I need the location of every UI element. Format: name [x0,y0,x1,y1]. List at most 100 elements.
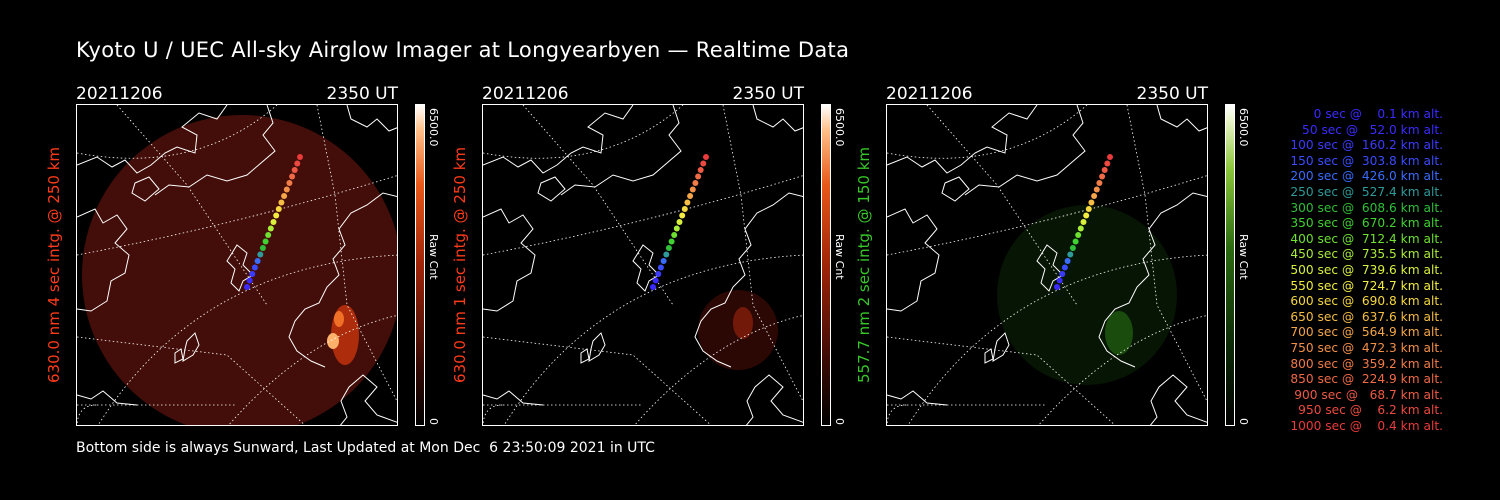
trajectory-point [1072,238,1079,245]
trajectory-point [703,154,709,160]
panel-date: 20211206 [886,84,973,104]
airglow-panel-2: 20211206 2350 UT 630.0 nm 1 sec intg. @ … [451,84,846,426]
grid-line [634,315,803,425]
grid-line [887,175,1207,256]
coastline [483,390,544,406]
trajectory-point [251,264,258,271]
trajectory-point [267,225,274,232]
trajectory-point [1107,154,1113,160]
grid-line [77,404,98,425]
coastline [77,390,138,406]
legend-entry: 300 sec @ 608.6 km alt. [1286,200,1443,215]
coastline [154,105,276,196]
trajectory-point [294,160,301,167]
trajectory-point [668,238,675,245]
coastline [992,332,1010,362]
trajectory-point [1054,284,1060,290]
image-frame [76,104,398,426]
trajectory-point [1075,232,1082,238]
trajectory-point [673,225,680,232]
trajectory-point [1093,186,1100,193]
coastline [131,176,160,202]
trajectory-point [246,277,253,284]
trajectory-point [291,167,298,173]
coastline [1156,105,1207,132]
grid-line [907,254,1207,425]
trajectory-point [273,212,280,219]
coastline [588,332,606,362]
legend-entry: 150 sec @ 303.8 km alt. [1286,153,1443,168]
trajectory-point [1096,180,1103,186]
trajectory-point [697,167,704,173]
coastline [77,208,130,312]
grid-line [77,175,397,256]
last-updated-note: Bottom side is always Sunward, Last Upda… [76,440,655,456]
coastline [1098,192,1207,368]
legend-entry: 750 sec @ 472.3 km alt. [1286,340,1443,355]
legend-entry: 200 sec @ 426.0 km alt. [1286,169,1443,184]
image-frame [886,104,1208,426]
coastline [887,390,948,406]
coastline [537,176,566,202]
trajectory-point [1083,212,1090,219]
coastline [580,348,590,364]
coastline [174,348,184,364]
trajectory-point [283,186,290,193]
grid-line [483,404,504,425]
coastline [483,208,536,312]
legend-entry: 250 sec @ 527.4 km alt. [1286,184,1443,199]
trajectory-point [1077,225,1084,232]
trajectory-point [1091,193,1098,199]
trajectory-point [1059,271,1066,277]
legend-entry: 1000 sec @ 0.4 km alt. [1290,418,1443,433]
legend-entry: 500 sec @ 739.6 km alt. [1286,262,1443,277]
legend-entry: 850 sec @ 224.9 km alt. [1286,372,1443,387]
legend-entry: 50 sec @ 52.0 km alt. [1294,122,1443,137]
coastline [182,332,200,362]
coastline [887,208,940,312]
grid-line [1038,315,1207,425]
trajectory-legend: 0 sec @ 0.1 km alt. 50 sec @ 52.0 km alt… [1253,107,1443,434]
coastline [694,192,803,368]
trajectory-point [1064,258,1071,264]
coastline [226,244,254,292]
airglow-panel-1: 20211206 2350 UT 630.0 nm 4 sec intg. @ … [45,84,476,430]
allsky-image [483,105,803,425]
coastline [1036,244,1064,292]
trajectory-point [695,173,702,180]
trajectory-point [1056,277,1063,284]
coastline [745,374,803,425]
coastline [1149,374,1207,425]
trajectory-point [1061,264,1068,271]
trajectory-point [289,173,296,180]
trajectory-point [1085,206,1092,212]
panel-date: 20211206 [76,84,163,104]
trajectory-point [1069,245,1076,251]
trajectory-point [657,264,664,271]
trajectory-point [660,258,667,264]
trajectory-point [257,251,264,258]
panel-date: 20211206 [482,84,569,104]
coastline [752,105,803,132]
trajectory-point [278,199,285,206]
coastline [288,192,397,368]
trajectory-point [270,219,277,225]
grid-line [228,315,397,425]
legend-entry: 950 sec @ 6.2 km alt. [1294,403,1443,418]
trajectory-point [687,193,694,199]
coastline [632,244,660,292]
grid-line [483,175,803,256]
legend-entry: 450 sec @ 735.5 km alt. [1286,247,1443,262]
allsky-image [77,105,397,425]
trajectory-point [1099,173,1106,180]
trajectory-point [700,160,707,167]
colorbar [415,104,425,426]
legend-entry: 350 sec @ 670.2 km alt. [1286,216,1443,231]
trajectory-point [297,154,303,160]
colorbar [1225,104,1235,426]
trajectory-point [265,232,272,238]
legend-entry: 800 sec @ 359.2 km alt. [1286,356,1443,371]
coastline [77,105,228,174]
legend-entry: 700 sec @ 564.9 km alt. [1286,325,1443,340]
trajectory-point [286,180,293,186]
